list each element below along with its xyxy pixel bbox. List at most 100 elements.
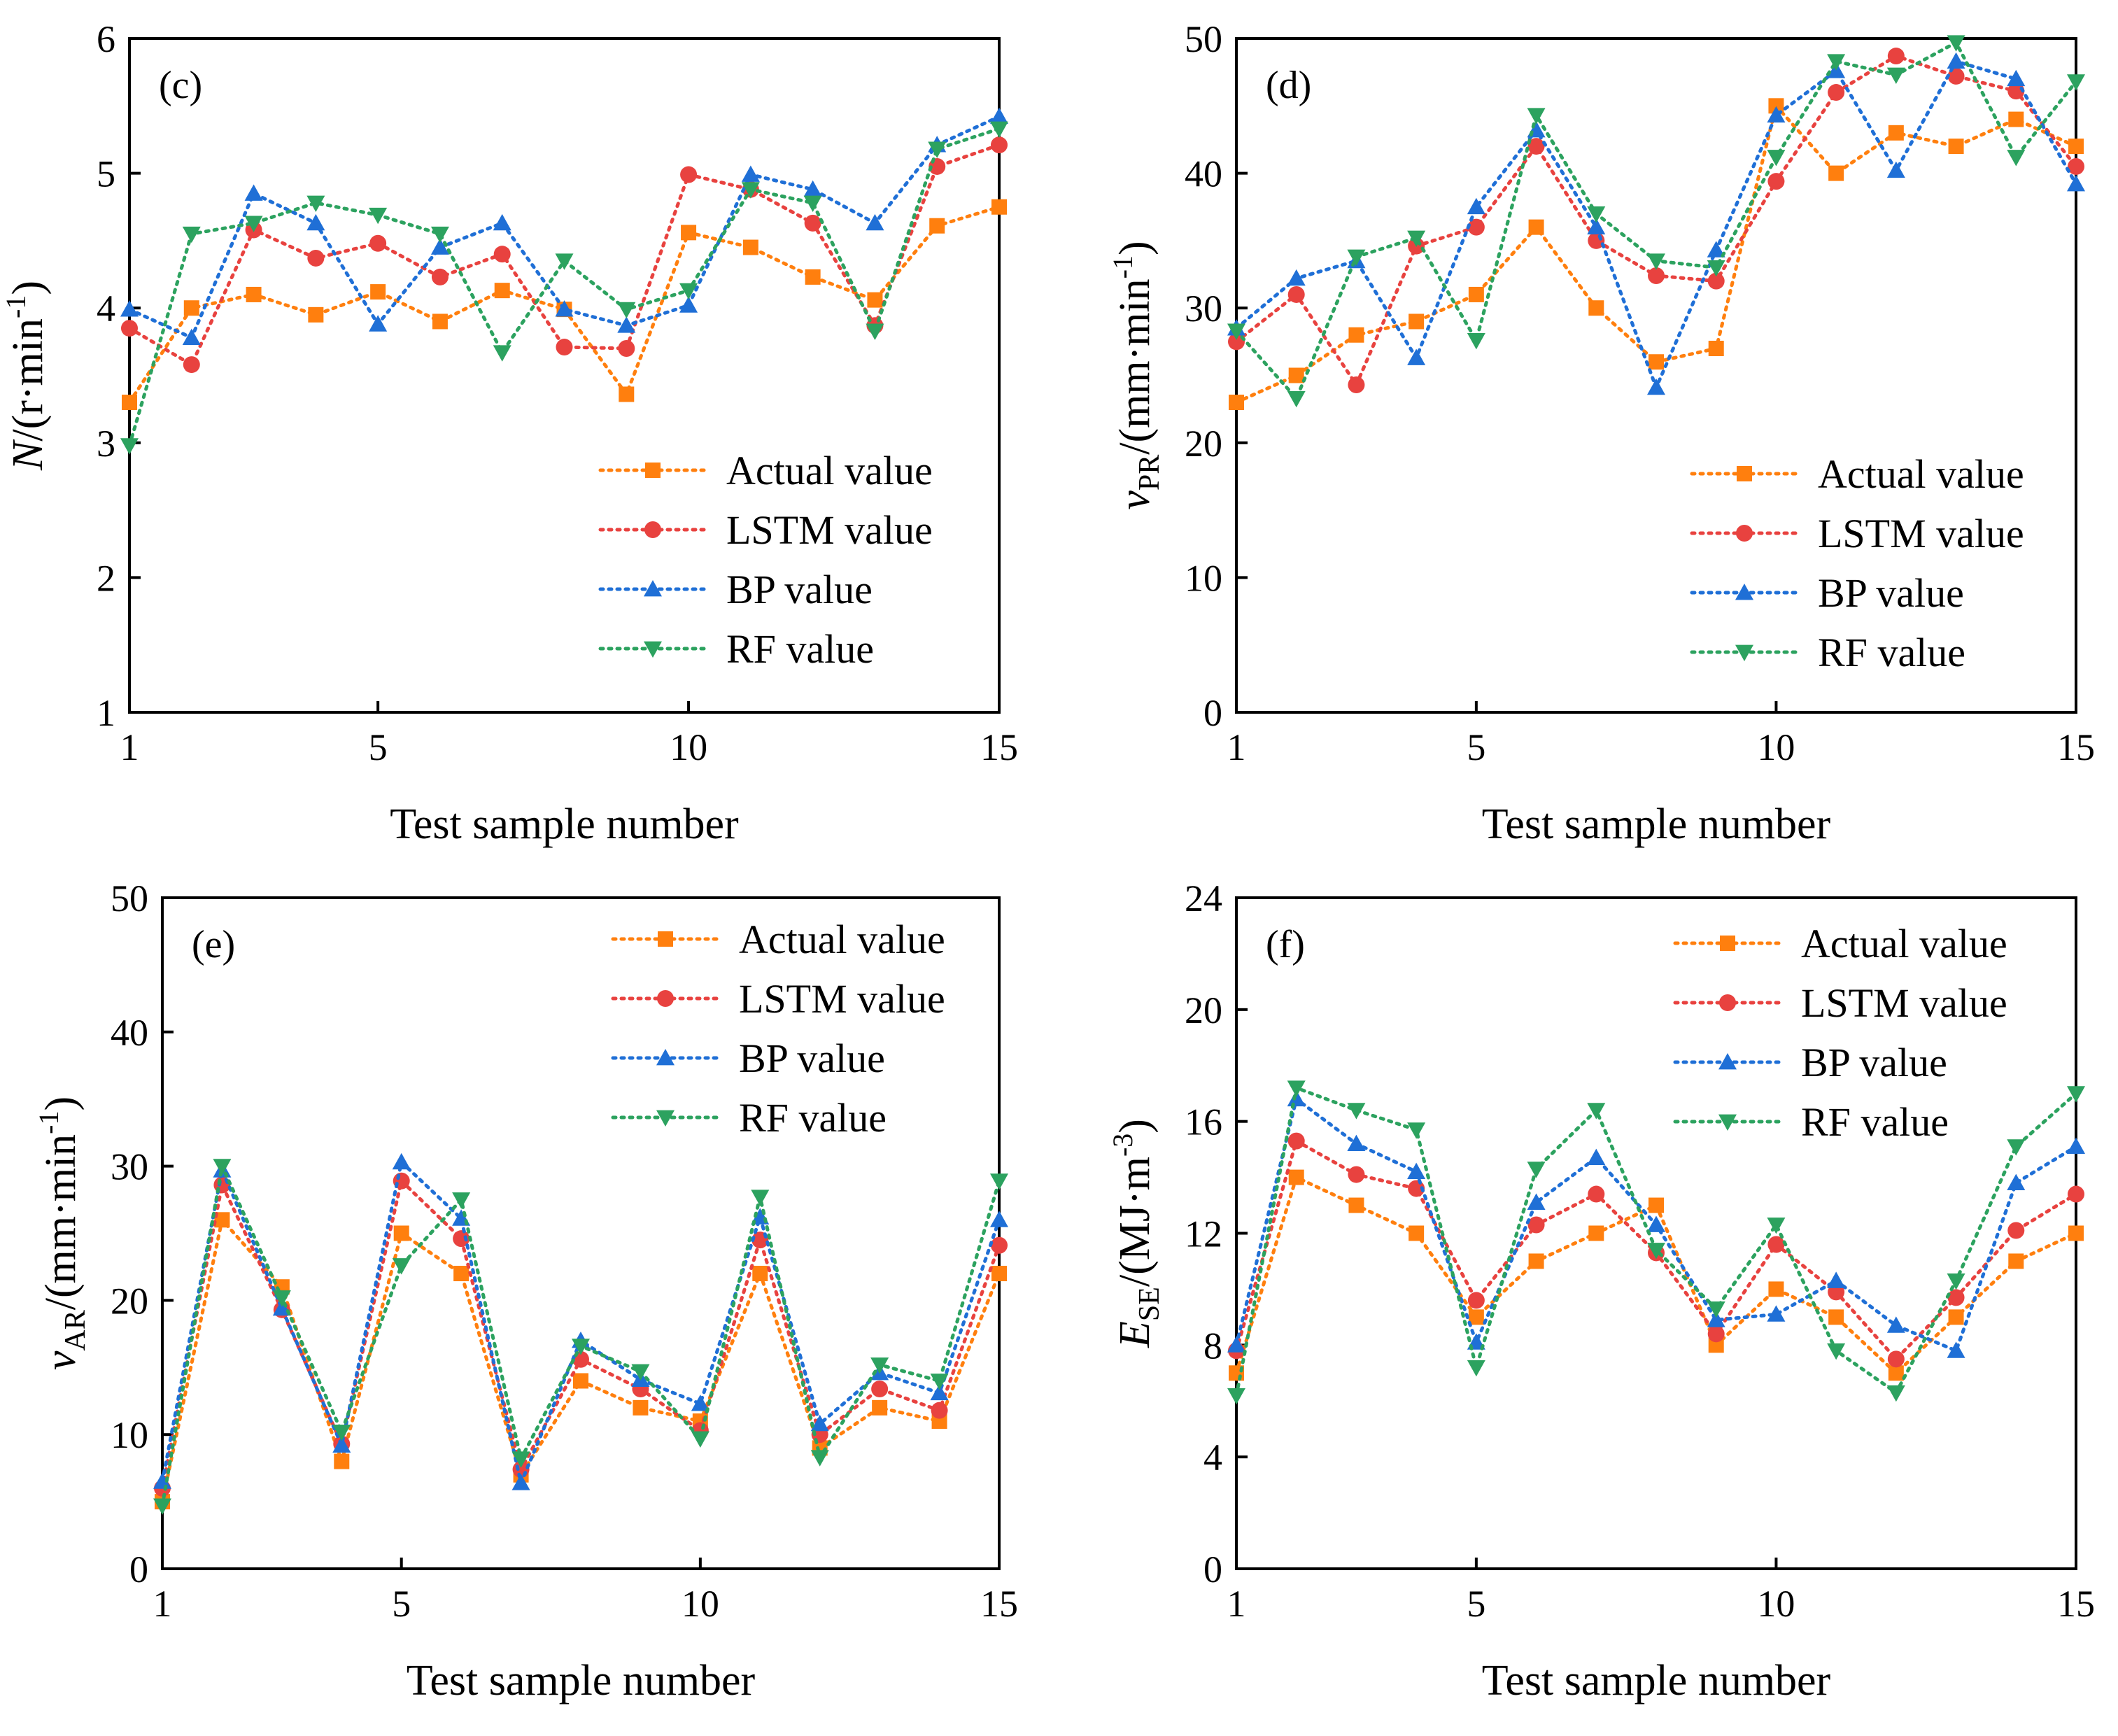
data-point [870, 1357, 889, 1374]
y-axis-close: ) [37, 1096, 85, 1111]
data-point [680, 166, 698, 183]
data-point [1288, 1169, 1304, 1185]
data-point [617, 302, 636, 319]
legend-marker [645, 463, 661, 478]
data-point [2067, 175, 2085, 192]
data-point [306, 213, 325, 231]
data-point [991, 199, 1007, 215]
data-point [1287, 390, 1306, 408]
data-point [2007, 150, 2026, 167]
x-axis-title: Test sample number [1482, 1657, 1831, 1705]
y-axis-title: ESE/(MJ·m-3) [1107, 1119, 1166, 1348]
x-tick-label: 10 [682, 1583, 719, 1625]
data-point [1948, 139, 1964, 155]
data-point [511, 1451, 530, 1468]
y-axis-unit: /(MJ·m [1111, 1157, 1159, 1287]
legend-marker [1735, 644, 1753, 661]
data-point [1707, 260, 1725, 277]
data-point [1227, 1388, 1245, 1405]
data-point [1407, 348, 1426, 365]
series-line [1234, 40, 2078, 402]
legend-label: Actual value [739, 917, 945, 962]
data-point [120, 300, 139, 317]
y-tick-label: 5 [97, 153, 115, 195]
legend-label: RF value [1801, 1099, 1949, 1145]
y-tick-label: 0 [1203, 692, 1222, 734]
data-point [493, 213, 511, 231]
data-point [866, 323, 884, 340]
y-tick-label: 1 [97, 692, 115, 734]
data-point [1588, 1225, 1604, 1241]
y-axis-unit: /(mm·min [37, 1134, 85, 1310]
y-axis-subscript: SE [1134, 1287, 1166, 1321]
data-point [742, 239, 758, 255]
x-tick-label: 10 [1757, 1583, 1795, 1625]
data-point [2067, 74, 2085, 91]
data-point [1348, 1197, 1364, 1213]
series-rf [153, 1159, 1008, 1515]
data-point [752, 1266, 768, 1282]
x-tick-label: 1 [1227, 726, 1246, 768]
y-axis-symbol: N [4, 439, 52, 471]
data-point [1229, 395, 1244, 411]
data-point [2008, 1253, 2024, 1269]
data-point [370, 284, 386, 300]
y-tick-label: 20 [1185, 989, 1222, 1031]
data-point [1767, 1305, 1786, 1322]
data-point [334, 1453, 350, 1469]
data-point [1587, 218, 1606, 235]
data-point [928, 141, 947, 158]
panel-label: (c) [159, 64, 202, 107]
x-tick-label: 15 [980, 1583, 1018, 1625]
data-point [679, 283, 698, 300]
data-point [2067, 1086, 2085, 1103]
y-tick-label: 0 [129, 1548, 148, 1590]
series-rf [1227, 1080, 2085, 1405]
y-axis-subscript: PR [1134, 455, 1166, 491]
y-tick-label: 24 [1185, 877, 1222, 919]
data-point [741, 182, 760, 199]
y-axis-unit: /(r·min [4, 318, 52, 442]
data-point [1767, 106, 1786, 123]
x-tick-label: 10 [670, 726, 707, 768]
data-point [681, 225, 697, 241]
data-point [2068, 1185, 2084, 1203]
data-point [369, 207, 388, 225]
y-tick-label: 50 [1185, 18, 1222, 60]
data-point [453, 1266, 470, 1282]
data-point [1467, 1360, 1485, 1377]
y-tick-label: 6 [97, 18, 115, 60]
legend-label: Actual value [1801, 921, 2007, 966]
y-axis-exponent: -1 [0, 295, 31, 318]
series-actual [1229, 1169, 2084, 1381]
data-point [392, 1258, 411, 1275]
data-point [810, 1414, 829, 1432]
data-point [1348, 1166, 1365, 1183]
data-point [929, 218, 945, 234]
data-point [369, 315, 388, 332]
data-point [1827, 54, 1846, 71]
legend-label: LSTM value [739, 976, 945, 1022]
data-point [2068, 1225, 2084, 1241]
y-axis-symbol: E [1111, 1321, 1159, 1348]
legend-marker [1735, 584, 1753, 600]
data-point [803, 195, 822, 212]
panel-label: (d) [1266, 64, 1311, 107]
data-point [1767, 150, 1786, 167]
series-lstm [1228, 48, 2084, 393]
legend-marker [644, 641, 662, 658]
panel-label: (e) [192, 923, 235, 966]
y-tick-label: 4 [1203, 1437, 1222, 1479]
series-line [160, 1158, 1001, 1489]
data-point [1888, 1365, 1904, 1381]
y-axis-exponent: -1 [1107, 255, 1138, 278]
data-point [1767, 173, 1785, 190]
y-axis-exponent: -1 [33, 1111, 64, 1134]
data-point [1828, 1309, 1844, 1325]
data-point [494, 283, 510, 299]
data-point [810, 1450, 829, 1467]
y-tick-label: 3 [97, 423, 115, 465]
legend-marker [658, 931, 673, 947]
data-point [1588, 300, 1604, 316]
